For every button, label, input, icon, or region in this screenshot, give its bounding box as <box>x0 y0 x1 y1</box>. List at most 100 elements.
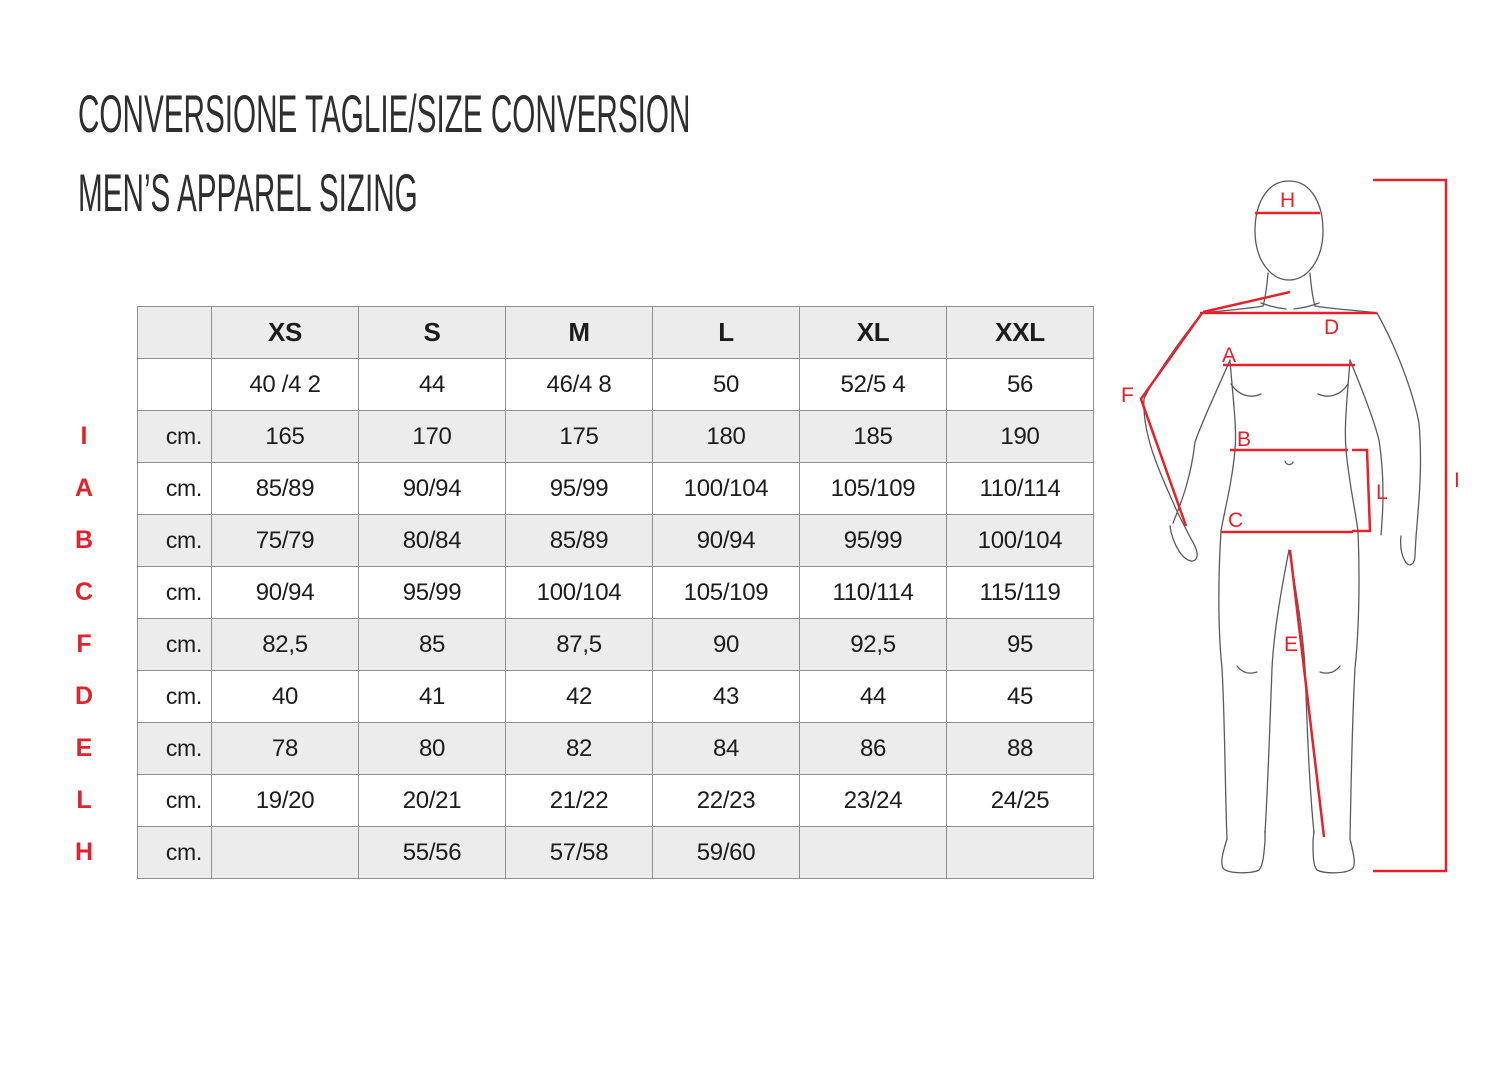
value-cell: 82 <box>505 722 653 775</box>
value-cell: 92,5 <box>799 618 947 671</box>
value-cell: 85 <box>358 618 506 671</box>
value-cell: 46/4 8 <box>505 358 653 411</box>
size-table-header: XS S M L XL XXL <box>137 306 1094 359</box>
value-cell: 87,5 <box>505 618 653 671</box>
value-cell: 40 <box>211 670 359 723</box>
measure-bracket-L <box>1352 448 1372 533</box>
figure-label-L: L <box>1376 481 1388 504</box>
measure-line-shoulder-diagonal <box>1202 290 1291 314</box>
value-cell: 21/22 <box>505 774 653 827</box>
measurement-labels: H D A F B L C E I <box>1121 189 1460 656</box>
value-cell: 100/104 <box>946 514 1094 567</box>
figure-label-H: H <box>1280 189 1295 212</box>
value-cell: 180 <box>652 410 800 463</box>
value-cell: 90 <box>652 618 800 671</box>
column-header-xxl: XXL <box>946 306 1094 359</box>
figure-label-C: C <box>1228 509 1243 532</box>
value-cell: 88 <box>946 722 1094 775</box>
value-cell: 100/104 <box>652 462 800 515</box>
row-letter-F: F <box>76 630 92 658</box>
unit-cell: cm. <box>137 410 212 463</box>
table-row: cm. 82,5 85 87,5 90 92,5 95 <box>137 618 1094 671</box>
size-table-body: 40 /4 2 44 46/4 8 50 52/5 4 56 cm. 165 170 175 180… <box>137 358 1094 879</box>
table-row: cm. 78 80 82 84 86 88 <box>137 722 1094 775</box>
page-subtitle-mens-apparel: MEN’S APPAREL SIZING <box>78 164 418 223</box>
row-letter-I: I <box>80 422 88 450</box>
value-cell: 56 <box>946 358 1094 411</box>
value-cell: 90/94 <box>358 462 506 515</box>
table-row: cm. 90/94 95/99 100/104 105/109 110/114 115/11… <box>137 566 1094 619</box>
value-cell: 115/119 <box>946 566 1094 619</box>
value-cell: 20/21 <box>358 774 506 827</box>
table-row: 40 /4 2 44 46/4 8 50 52/5 4 56 <box>137 358 1094 411</box>
column-header-xl: XL <box>799 306 947 359</box>
table-row: cm. 40 41 42 43 44 45 <box>137 670 1094 723</box>
value-cell: 100/104 <box>505 566 653 619</box>
table-row: cm. 19/20 20/21 21/22 22/23 23/24 24/25 <box>137 774 1094 827</box>
value-cell: 95 <box>946 618 1094 671</box>
value-cell: 185 <box>799 410 947 463</box>
row-letter-B: B <box>74 526 94 554</box>
value-cell: 23/24 <box>799 774 947 827</box>
row-letter-C: C <box>74 578 94 606</box>
column-header-s: S <box>358 306 506 359</box>
value-cell: 59/60 <box>652 826 800 879</box>
measurement-lines <box>1139 178 1448 873</box>
table-row: cm. 85/89 90/94 95/99 100/104 105/109 110/114 <box>137 462 1094 515</box>
value-cell: 95/99 <box>799 514 947 567</box>
figure-label-I: I <box>1454 469 1460 492</box>
figure-label-A: A <box>1222 344 1236 367</box>
value-cell: 43 <box>652 670 800 723</box>
value-cell: 110/114 <box>799 566 947 619</box>
row-letter-D: D <box>74 682 94 710</box>
value-cell: 78 <box>211 722 359 775</box>
value-cell: 110/114 <box>946 462 1094 515</box>
value-cell: 165 <box>211 410 359 463</box>
value-cell: 80 <box>358 722 506 775</box>
value-cell: 86 <box>799 722 947 775</box>
mannequin-body-outline <box>1143 180 1422 874</box>
figure-label-B: B <box>1237 428 1251 451</box>
unit-cell: cm. <box>137 566 212 619</box>
value-cell: 40 /4 2 <box>211 358 359 411</box>
value-cell: 19/20 <box>211 774 359 827</box>
value-cell: 42 <box>505 670 653 723</box>
column-header-xs: XS <box>211 306 359 359</box>
size-table-header-row: XS S M L XL XXL <box>137 306 1094 359</box>
value-cell: 190 <box>946 410 1094 463</box>
value-cell: 52/5 4 <box>799 358 947 411</box>
unit-cell: cm. <box>137 462 212 515</box>
value-cell <box>211 826 359 879</box>
row-letter-E: E <box>75 734 93 762</box>
figure-label-F: F <box>1121 384 1134 407</box>
unit-cell: cm. <box>137 826 212 879</box>
value-cell: 50 <box>652 358 800 411</box>
unit-cell <box>137 358 212 411</box>
value-cell: 95/99 <box>358 566 506 619</box>
value-cell: 75/79 <box>211 514 359 567</box>
row-letter-H: H <box>74 838 94 866</box>
figure-label-D: D <box>1324 316 1339 339</box>
measure-line-E <box>1288 549 1326 838</box>
table-row: cm. 75/79 80/84 85/89 90/94 95/99 100/104 <box>137 514 1094 567</box>
value-cell: 57/58 <box>505 826 653 879</box>
mannequin-measurement-diagram: H D A F B L C E I <box>1118 163 1478 883</box>
unit-cell: cm. <box>137 722 212 775</box>
unit-cell: cm. <box>137 774 212 827</box>
value-cell: 90/94 <box>211 566 359 619</box>
value-cell: 55/56 <box>358 826 506 879</box>
value-cell: 105/109 <box>799 462 947 515</box>
row-letter-A: A <box>74 474 94 502</box>
table-row: cm. 165 170 175 180 185 190 <box>137 410 1094 463</box>
value-cell: 84 <box>652 722 800 775</box>
page-title-conversion: CONVERSIONE TAGLIE/SIZE CONVERSION <box>78 85 691 144</box>
value-cell: 175 <box>505 410 653 463</box>
value-cell <box>946 826 1094 879</box>
mannequin-svg: H D A F B L C E I <box>1121 178 1460 874</box>
value-cell: 44 <box>799 670 947 723</box>
size-conversion-table: XS S M L XL XXL 40 /4 2 44 46/4 8 50 52/5 4 56 cm. 1… <box>137 306 1094 879</box>
value-cell: 80/84 <box>358 514 506 567</box>
value-cell: 45 <box>946 670 1094 723</box>
value-cell <box>799 826 947 879</box>
value-cell: 22/23 <box>652 774 800 827</box>
